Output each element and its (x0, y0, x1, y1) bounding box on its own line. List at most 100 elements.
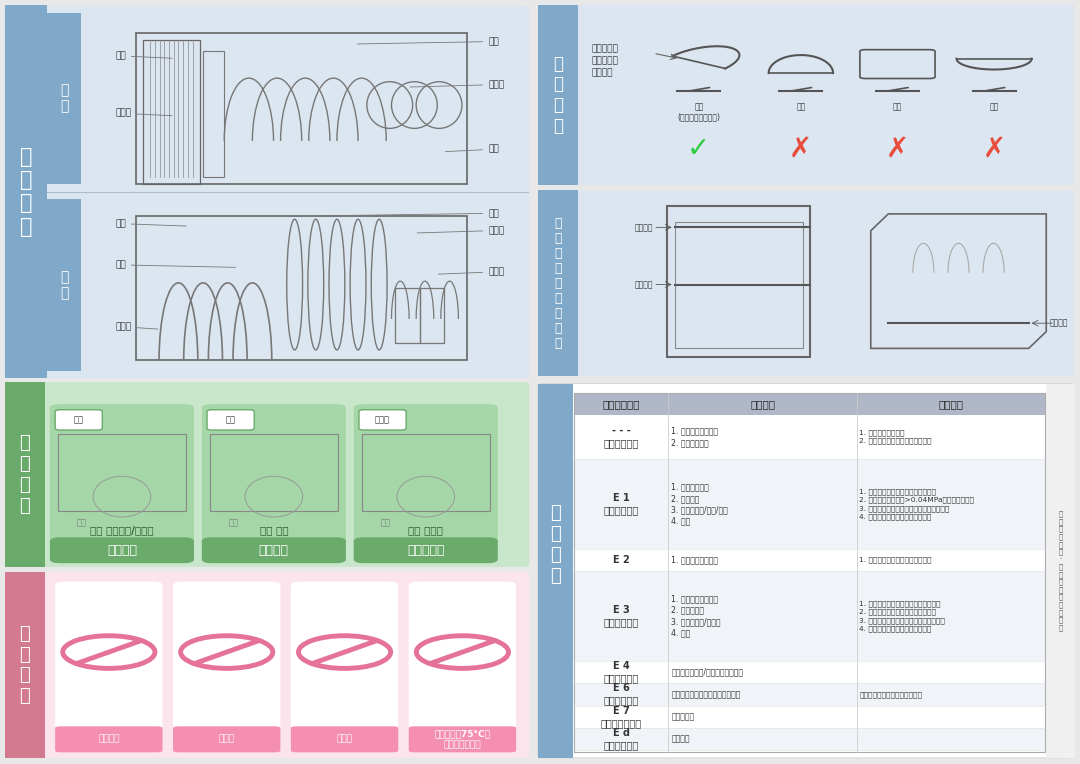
Bar (538, 190, 578, 376)
Text: 佐料碟: 佐料碟 (116, 322, 158, 332)
Bar (5, 382, 44, 567)
Text: 面碗: 面碗 (322, 209, 499, 218)
Text: 不粘锅: 不粘锅 (337, 735, 353, 744)
Bar (48, 13, 81, 184)
Text: 碗
筷
摆
放: 碗 筷 摆 放 (21, 147, 32, 237)
Bar (48, 199, 81, 371)
FancyBboxPatch shape (5, 572, 529, 758)
Bar (575, 549, 1045, 571)
Bar (395, 288, 420, 343)
Bar (5, 5, 48, 378)
Text: 缺盐警告时: 缺盐警告时 (407, 544, 445, 557)
Text: 添加 软水盐: 添加 软水盐 (408, 525, 443, 535)
FancyBboxPatch shape (50, 404, 194, 549)
FancyBboxPatch shape (55, 727, 163, 753)
Text: 可能原因: 可能原因 (751, 399, 775, 409)
Bar (136, 215, 468, 360)
FancyBboxPatch shape (207, 410, 254, 430)
Bar (136, 33, 468, 184)
FancyBboxPatch shape (354, 537, 498, 563)
Text: 马克杯: 马克杯 (417, 226, 504, 235)
Text: ✗: ✗ (886, 134, 909, 163)
Bar (144, 40, 200, 184)
Text: ✗: ✗ (983, 134, 1005, 163)
Text: E d
（通讯异常）: E d （通讯异常） (604, 728, 639, 750)
Text: 食物残渣: 食物残渣 (98, 735, 120, 744)
Bar (362, 434, 490, 511)
Text: 浅盘: 浅盘 (116, 261, 235, 270)
Text: 请关闭水源、电源并联系客服。: 请关闭水源、电源并联系客服。 (860, 691, 922, 698)
FancyBboxPatch shape (354, 404, 498, 549)
FancyBboxPatch shape (173, 581, 281, 730)
Text: 错
误
代
码: 错 误 代 码 (550, 504, 561, 584)
Text: 下喷淋臂: 下喷淋臂 (1050, 319, 1068, 328)
Text: 水流入底盘盖，导致漏水开关短路: 水流入底盘盖，导致漏水开关短路 (671, 690, 741, 699)
Text: 清洁 滤网: 清洁 滤网 (259, 525, 288, 535)
Bar (210, 434, 338, 511)
Text: 定
期
使
用: 定 期 使 用 (19, 434, 30, 515)
Text: 倾斜角度保
证碗碟底部
水能流走: 倾斜角度保 证碗碟底部 水能流走 (592, 44, 619, 77)
Text: 玻璃杯: 玻璃杯 (438, 267, 504, 277)
Text: 添加 洗碗凝珠/洗碗块: 添加 洗碗凝珠/洗碗块 (90, 525, 153, 535)
Text: 每周一次: 每周一次 (259, 544, 288, 557)
Text: 深盘: 深盘 (116, 219, 186, 228)
Bar (5, 572, 44, 758)
Text: E 7
（进水阀故障）: E 7 （进水阀故障） (600, 706, 642, 728)
Text: 禁
止
放
入: 禁 止 放 入 (19, 625, 30, 705)
Text: 汤勺: 汤勺 (357, 37, 499, 46)
Text: E 2: E 2 (613, 555, 630, 565)
FancyBboxPatch shape (5, 382, 529, 567)
Bar (575, 415, 1045, 459)
Text: 软水盖: 软水盖 (375, 416, 390, 425)
Text: 1. 加热回路发生故障: 1. 加热回路发生故障 (671, 555, 718, 565)
Text: 饭勺: 饭勺 (445, 144, 499, 154)
Text: E 1
（缺水故障）: E 1 （缺水故障） (604, 493, 639, 516)
Text: 通讯异常: 通讯异常 (671, 735, 690, 743)
Text: 摆
碗
示
范: 摆 碗 示 范 (553, 54, 563, 135)
Text: 正确
(碗碟开口倾斜向下): 正确 (碗碟开口倾斜向下) (677, 102, 720, 121)
Text: E 6
（溢水故障）: E 6 （溢水故障） (604, 683, 639, 706)
Bar (575, 706, 1045, 728)
Text: 底座: 底座 (73, 416, 84, 425)
Text: 米饭碗: 米饭碗 (410, 80, 504, 89)
Bar (58, 434, 186, 511)
Text: 错误: 错误 (989, 102, 999, 111)
FancyBboxPatch shape (50, 537, 194, 563)
FancyBboxPatch shape (408, 727, 516, 753)
Text: 图五: 图五 (228, 518, 239, 527)
Text: 洗洁精: 洗洁精 (218, 735, 234, 744)
FancyBboxPatch shape (538, 190, 1075, 376)
Text: - - -
（关门故障）: - - - （关门故障） (604, 426, 639, 448)
Text: 显示代码内容: 显示代码内容 (603, 399, 640, 409)
Text: 1. 水龙头未打开
2. 水压过低
3. 进水管堵塞/打折/漏水
4. 其他: 1. 水龙头未打开 2. 水压过低 3. 进水管堵塞/打折/漏水 4. 其他 (671, 483, 728, 526)
FancyBboxPatch shape (408, 581, 516, 730)
Text: 进水阀故障: 进水阀故障 (671, 712, 694, 721)
Text: 错误: 错误 (796, 102, 806, 111)
Text: 1. 请确保碗碟摆放正确，再重新开机。
2. 请确保过滤器畅通，再重新开机。
3. 请确保过滤器安装到位，再重新开机。
4. 请关闭水源、电源并联系客服。: 1. 请确保碗碟摆放正确，再重新开机。 2. 请确保过滤器畅通，再重新开机。 3… (860, 601, 945, 632)
Text: 上喷淋臂: 上喷淋臂 (635, 223, 653, 231)
Text: 中喷淋臂: 中喷淋臂 (635, 280, 653, 289)
Text: 处理办法: 处理办法 (939, 399, 963, 409)
Text: 筷子: 筷子 (116, 51, 172, 60)
Bar (203, 51, 225, 176)
Text: E 4
（温度故障）: E 4 （温度故障） (604, 661, 639, 683)
Text: 底座: 底座 (226, 416, 235, 425)
Text: 1. 未关门或门未关紧
2. 门感应器故障: 1. 未关门或门未关紧 2. 门感应器故障 (671, 427, 718, 447)
FancyBboxPatch shape (55, 581, 163, 730)
Text: 1. 请关闭水源、电源并联系客服。: 1. 请关闭水源、电源并联系客服。 (860, 557, 932, 563)
Text: ✓: ✓ (687, 134, 711, 163)
Bar (575, 459, 1045, 549)
Text: 避
免
阻
挡
喷
淋
臂
旋
转: 避 免 阻 挡 喷 淋 臂 旋 转 (554, 216, 562, 350)
Text: 不耐高温（75°C）
如普通塑料制品: 不耐高温（75°C） 如普通塑料制品 (434, 730, 490, 749)
Text: E 3
（洗涤缺水）: E 3 （洗涤缺水） (604, 605, 639, 627)
Text: 1. 碗碟开口朝上放置
2. 过滤器堵塞
3. 过滤器漏装/未装好
4. 其他: 1. 碗碟开口朝上放置 2. 过滤器堵塞 3. 过滤器漏装/未装好 4. 其他 (671, 594, 720, 638)
Bar (575, 683, 1045, 706)
Text: 图五: 图五 (77, 518, 86, 527)
FancyBboxPatch shape (173, 727, 281, 753)
Bar (420, 288, 444, 343)
Bar (667, 206, 810, 357)
Text: 小汤勺: 小汤勺 (116, 108, 172, 118)
Text: 1. 请确保水龙头打开，再重新开机。
2. 请确保水压正常（>0.04MPa）再重新开机。
3. 请确保进水管畅通无漏水，再重新开机。
4. 请关闭水源、电源并: 1. 请确保水龙头打开，再重新开机。 2. 请确保水压正常（>0.04MPa）再… (860, 488, 974, 520)
FancyBboxPatch shape (55, 410, 103, 430)
Text: 错误: 错误 (893, 102, 902, 111)
